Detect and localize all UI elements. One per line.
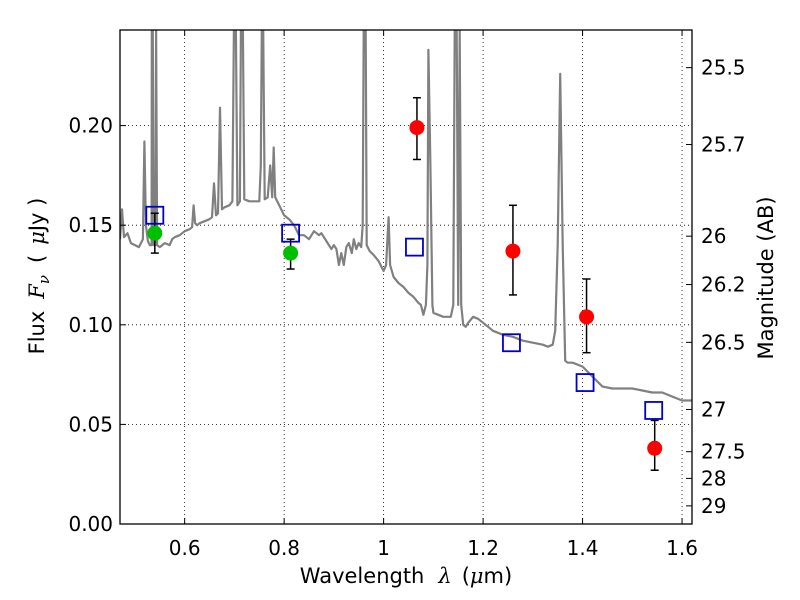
y2-axis-label: Magnitude (AB) <box>754 196 778 359</box>
y-axis-label-unit-open: ( <box>25 255 49 263</box>
model-square <box>644 401 664 420</box>
y-axis-label-unit-rest: Jy ) <box>25 198 49 234</box>
y-axis-label-symbol: F <box>25 283 49 300</box>
tick-layer: 0.6 0.8 1 1.2 1.4 1.6 0.00 0.05 0.10 0.15 0.20 25.5… <box>68 30 746 560</box>
y2-tick-label: 27.5 <box>701 440 746 464</box>
data-point <box>283 245 299 261</box>
x-axis-label-main: Wavelength <box>300 564 425 588</box>
model-square <box>405 237 424 257</box>
x-axis-label-symbol: λ <box>437 564 451 588</box>
model-square <box>502 333 521 353</box>
model-square <box>575 373 595 392</box>
data-point <box>147 225 163 241</box>
y2-tick-label: 25.5 <box>701 56 746 80</box>
y-tick-label: 0.00 <box>68 512 113 536</box>
y-tick-label: 0.15 <box>68 213 113 237</box>
plot-frame <box>119 29 693 525</box>
y-axis-label-unit-mu: μ <box>25 231 49 245</box>
x-axis-label: Wavelength λ (μm) <box>300 564 512 588</box>
data-point <box>409 120 425 136</box>
x-axis-label-unit-open: ( <box>462 564 470 588</box>
x-axis-label-unit-rest: m) <box>484 564 513 588</box>
y-axis-label-subscript: ν <box>35 275 53 284</box>
y2-tick-label: 26.2 <box>701 273 746 297</box>
x-tick-label: 1.2 <box>467 536 499 560</box>
y2-tick-label: 29 <box>701 494 726 518</box>
y2-tick-label: 26 <box>701 224 726 248</box>
y-tick-label: 0.20 <box>68 114 113 138</box>
y2-tick-label: 25.7 <box>701 133 746 157</box>
x-tick-label: 1 <box>377 536 390 560</box>
y-axis-label: Flux Fν ( μJy ) <box>25 198 53 355</box>
y-tick-label: 0.10 <box>68 313 113 337</box>
x-tick-label: 1.6 <box>666 536 698 560</box>
data-point <box>579 309 595 325</box>
x-tick-label: 1.4 <box>567 536 599 560</box>
y-tick-label: 0.05 <box>68 412 113 436</box>
x-tick-label: 0.8 <box>268 536 300 560</box>
markers-layer <box>145 96 664 471</box>
x-axis-label-unit-mu: μ <box>470 564 484 588</box>
y2-tick-label: 28 <box>701 466 726 490</box>
y2-tick-label: 27 <box>701 397 726 421</box>
x-tick-label: 0.6 <box>169 536 201 560</box>
model-square <box>145 205 165 225</box>
data-point <box>647 440 663 456</box>
y-axis-label-main: Flux <box>25 311 49 355</box>
data-point <box>505 243 521 259</box>
y2-tick-label: 26.5 <box>701 330 746 354</box>
model-square <box>281 223 301 243</box>
